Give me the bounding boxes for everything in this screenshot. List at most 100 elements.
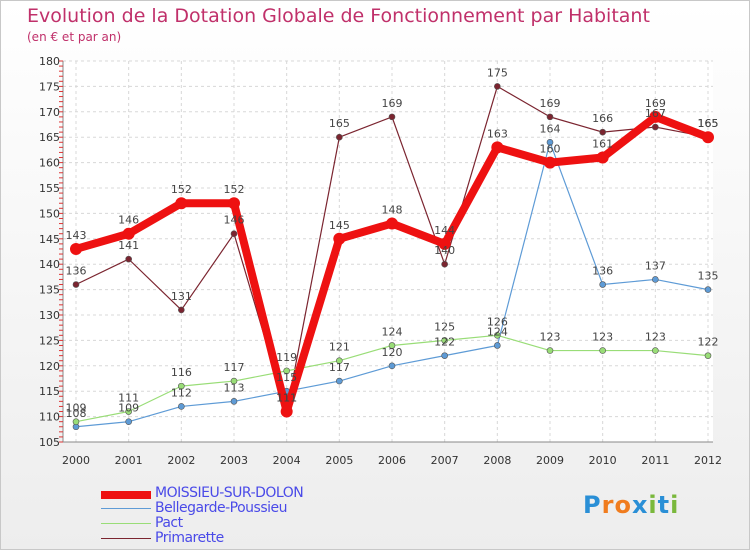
data-label-s1-6: 120 xyxy=(382,346,403,359)
y-tick-label: 120 xyxy=(39,360,60,373)
data-point-s0-8 xyxy=(491,141,504,154)
x-tick-label: 2001 xyxy=(115,454,143,467)
data-point-s1-5 xyxy=(336,377,343,385)
legend-label-moissieu: MOISSIEU-SUR-DOLON xyxy=(155,485,304,501)
x-tick-label: 2006 xyxy=(378,454,406,467)
data-point-s1-7 xyxy=(441,352,448,359)
legend-label-primarette: Primarette xyxy=(155,530,224,546)
data-label-s3-5: 165 xyxy=(329,117,350,130)
data-point-s1-9 xyxy=(546,138,554,146)
data-point-s0-12 xyxy=(702,131,714,144)
y-tick-label: 175 xyxy=(39,80,60,93)
data-point-s2-0 xyxy=(72,418,80,425)
proxiti-logo: Proxiti xyxy=(583,491,679,519)
logo-letter: i xyxy=(648,491,658,519)
data-label-s0-12: 165 xyxy=(698,117,719,130)
data-label-s1-0: 108 xyxy=(66,407,87,420)
legend-item-bellegarde: Bellegarde-Poussieu xyxy=(101,500,361,517)
data-point-s3-11 xyxy=(652,123,659,131)
y-tick-label: 170 xyxy=(39,106,60,119)
logo-letter: t xyxy=(657,491,671,519)
x-tick-label: 2008 xyxy=(483,454,511,467)
data-point-s0-7 xyxy=(438,237,451,250)
data-label-s2-10: 123 xyxy=(592,331,613,344)
data-point-s0-1 xyxy=(122,227,135,240)
legend-item-primarette: Primarette xyxy=(101,530,361,547)
data-label-s1-3: 113 xyxy=(224,381,245,394)
data-label-s3-1: 141 xyxy=(118,239,139,252)
x-tick-label: 2009 xyxy=(536,454,564,467)
data-point-s0-2 xyxy=(175,197,188,210)
data-point-s2-6 xyxy=(388,342,396,349)
data-label-s3-8: 175 xyxy=(487,66,508,79)
y-tick-label: 125 xyxy=(39,334,60,347)
data-point-s2-12 xyxy=(704,352,712,359)
x-tick-label: 2002 xyxy=(167,454,195,467)
data-point-s2-10 xyxy=(599,347,606,354)
x-tick-label: 2004 xyxy=(273,454,301,467)
x-tick-label: 2003 xyxy=(220,454,248,467)
data-point-s2-11 xyxy=(652,347,659,354)
chart-subtitle: (en € et par an) xyxy=(27,30,122,44)
data-label-s0-2: 152 xyxy=(171,183,192,196)
data-label-s0-9: 160 xyxy=(540,143,561,156)
legend-swatch-pact xyxy=(101,523,151,524)
data-label-s1-11: 137 xyxy=(645,259,666,272)
legend-item-pact: Pact xyxy=(101,515,361,532)
data-label-s2-5: 121 xyxy=(329,341,350,354)
data-label-s2-8: 126 xyxy=(487,315,508,328)
data-label-s2-2: 116 xyxy=(171,366,192,379)
data-label-s1-10: 136 xyxy=(592,265,613,278)
data-point-s2-8 xyxy=(494,332,501,339)
legend-item-moissieu: MOISSIEU-SUR-DOLON xyxy=(101,485,361,502)
data-label-s3-10: 166 xyxy=(592,112,613,125)
data-point-s0-9 xyxy=(544,156,556,169)
data-label-s2-9: 123 xyxy=(540,331,561,344)
logo-letter: o xyxy=(614,491,632,519)
data-label-s0-1: 146 xyxy=(118,214,139,227)
logo-letter: P xyxy=(583,491,602,519)
data-point-s1-1 xyxy=(125,418,132,425)
y-tick-label: 145 xyxy=(39,233,60,246)
data-labels: 136 141 131 146 111 165 169 140 175 169 166 167 165 1… xyxy=(66,66,719,419)
data-point-s2-3 xyxy=(230,377,238,385)
data-point-s3-5 xyxy=(336,133,343,141)
data-point-s3-9 xyxy=(546,113,554,121)
data-label-s0-5: 145 xyxy=(329,219,350,232)
data-point-s0-6 xyxy=(386,217,398,230)
y-tick-label: 150 xyxy=(39,207,60,220)
data-label-s2-11: 123 xyxy=(645,331,666,344)
x-tick-label: 2010 xyxy=(589,454,617,467)
data-label-s3-6: 169 xyxy=(382,97,403,110)
data-label-s0-8: 163 xyxy=(487,127,508,140)
legend-label-pact: Pact xyxy=(155,515,183,531)
data-point-s1-12 xyxy=(704,286,712,293)
data-label-s0-3: 152 xyxy=(224,183,245,196)
data-point-s2-1 xyxy=(125,408,132,415)
data-point-s3-1 xyxy=(125,255,132,263)
data-point-s1-2 xyxy=(178,403,185,410)
x-tick-label: 2005 xyxy=(325,454,353,467)
data-point-s2-4 xyxy=(283,367,290,375)
data-label-s2-6: 124 xyxy=(382,325,403,338)
data-point-s3-6 xyxy=(388,113,396,121)
data-label-s1-4: 115 xyxy=(276,371,297,384)
x-tick-label: 2000 xyxy=(62,454,90,467)
data-point-s3-2 xyxy=(178,306,185,314)
data-label-s2-4: 119 xyxy=(276,351,297,364)
grid xyxy=(63,60,713,443)
data-label-s3-11: 167 xyxy=(645,107,666,120)
data-label-s2-7: 125 xyxy=(434,320,455,333)
y-tick-label: 155 xyxy=(39,182,60,195)
data-point-s0-0 xyxy=(70,242,82,255)
chart-title: Evolution de la Dotation Globale de Fonc… xyxy=(27,5,650,27)
series xyxy=(70,83,714,431)
data-label-s0-0: 143 xyxy=(66,229,87,242)
x-tick-label: 2012 xyxy=(694,454,722,467)
y-tick-label: 115 xyxy=(39,385,60,398)
y-tick-label: 140 xyxy=(39,258,60,271)
data-label-s2-0: 109 xyxy=(66,402,87,415)
data-label-s3-4: 111 xyxy=(276,392,297,405)
